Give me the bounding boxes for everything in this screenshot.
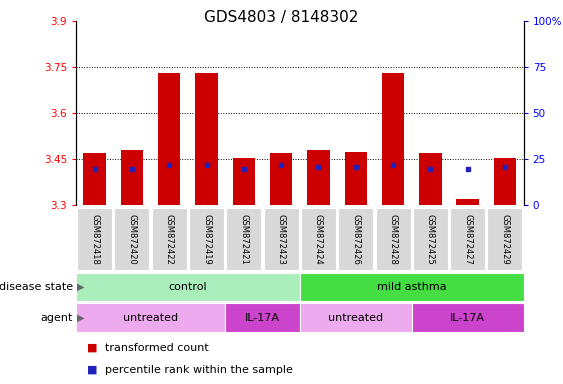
Text: ▶: ▶ [77,282,84,292]
Bar [345,152,367,205]
Bar [226,208,261,270]
Bar [158,73,180,205]
Text: GSM872425: GSM872425 [426,214,435,265]
Bar [225,303,300,332]
Text: ■: ■ [87,365,98,375]
Bar [413,208,448,270]
Text: agent: agent [41,313,73,323]
Text: IL-17A: IL-17A [245,313,280,323]
Text: GSM872419: GSM872419 [202,214,211,265]
Text: IL-17A: IL-17A [450,313,485,323]
Bar [382,73,404,205]
Text: mild asthma: mild asthma [377,282,446,292]
Text: transformed count: transformed count [105,343,209,353]
Text: GSM872418: GSM872418 [90,214,99,265]
Text: GSM872422: GSM872422 [165,214,174,265]
Bar [457,199,479,205]
Bar [494,158,516,205]
Text: GSM872427: GSM872427 [463,214,472,265]
Text: GSM872421: GSM872421 [239,214,248,265]
Text: GSM872420: GSM872420 [127,214,136,265]
Text: GSM872424: GSM872424 [314,214,323,265]
Bar [120,150,143,205]
Text: untreated: untreated [328,313,383,323]
Bar [419,153,441,205]
Bar [412,303,524,332]
Text: GSM872429: GSM872429 [501,214,510,265]
Bar [114,208,150,270]
Bar [300,273,524,301]
Text: ▶: ▶ [77,313,84,323]
Text: GSM872423: GSM872423 [276,214,285,265]
Bar [450,208,485,270]
Bar [151,208,187,270]
Text: ■: ■ [87,343,98,353]
Bar [338,208,373,270]
Bar [488,208,522,270]
Text: GDS4803 / 8148302: GDS4803 / 8148302 [204,10,359,25]
Text: untreated: untreated [123,313,178,323]
Bar [195,73,218,205]
Bar [83,153,106,205]
Bar [307,150,329,205]
Bar [270,153,292,205]
Bar [76,303,225,332]
Bar [300,303,412,332]
Text: control: control [168,282,207,292]
Bar [77,208,112,270]
Bar [376,208,410,270]
Bar [189,208,224,270]
Bar [301,208,336,270]
Text: GSM872426: GSM872426 [351,214,360,265]
Bar [263,208,299,270]
Text: disease state: disease state [0,282,73,292]
Bar [76,273,300,301]
Bar [233,158,255,205]
Text: GSM872428: GSM872428 [388,214,397,265]
Text: percentile rank within the sample: percentile rank within the sample [105,365,293,375]
